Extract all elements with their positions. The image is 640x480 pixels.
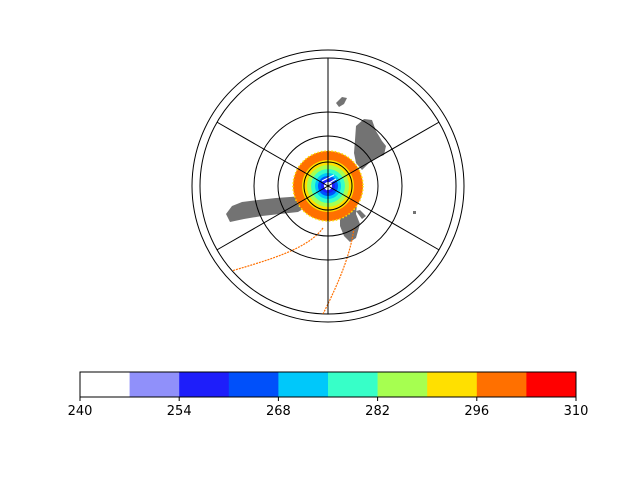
colorbar-bin bbox=[526, 372, 577, 397]
colorbar-bin bbox=[427, 372, 478, 397]
land-svalbard bbox=[336, 97, 347, 107]
map-boundary-outer bbox=[191, 49, 465, 323]
colorbar-tick-label: 296 bbox=[464, 404, 489, 419]
data-track-south bbox=[321, 227, 355, 314]
colorbar-frame bbox=[79, 371, 577, 398]
colorbar-tick-label: 268 bbox=[266, 404, 291, 419]
land-russia bbox=[226, 196, 308, 222]
colorbar-bin bbox=[129, 372, 180, 397]
colorbar-bin bbox=[80, 372, 130, 397]
colorbar-tick-label: 282 bbox=[365, 404, 390, 419]
data-tracks bbox=[227, 227, 355, 314]
meridian-300 bbox=[214, 120, 329, 187]
colorbar-bin bbox=[377, 372, 428, 397]
meridian-60 bbox=[327, 120, 442, 187]
data-track-west bbox=[227, 227, 324, 273]
meridian-120 bbox=[327, 185, 442, 252]
graticule bbox=[214, 58, 442, 314]
colorbar-tick-label: 310 bbox=[564, 404, 589, 419]
colorbar: 240 254 268 282 296 310 bbox=[68, 371, 589, 419]
polar-map bbox=[191, 49, 465, 323]
colorbar-bin bbox=[328, 372, 378, 397]
colorbar-bin bbox=[179, 372, 230, 397]
colorbar-ticks: 240 254 268 282 296 310 bbox=[68, 397, 589, 419]
colorbar-tick-label: 240 bbox=[68, 404, 93, 419]
colorbar-bin bbox=[476, 372, 527, 397]
colorbar-tick-label: 254 bbox=[167, 404, 192, 419]
land-islands bbox=[356, 210, 416, 219]
colorbar-bins bbox=[80, 372, 577, 397]
colorbar-bin bbox=[278, 372, 329, 397]
meridian-240 bbox=[214, 185, 329, 252]
colorbar-bin bbox=[228, 372, 279, 397]
